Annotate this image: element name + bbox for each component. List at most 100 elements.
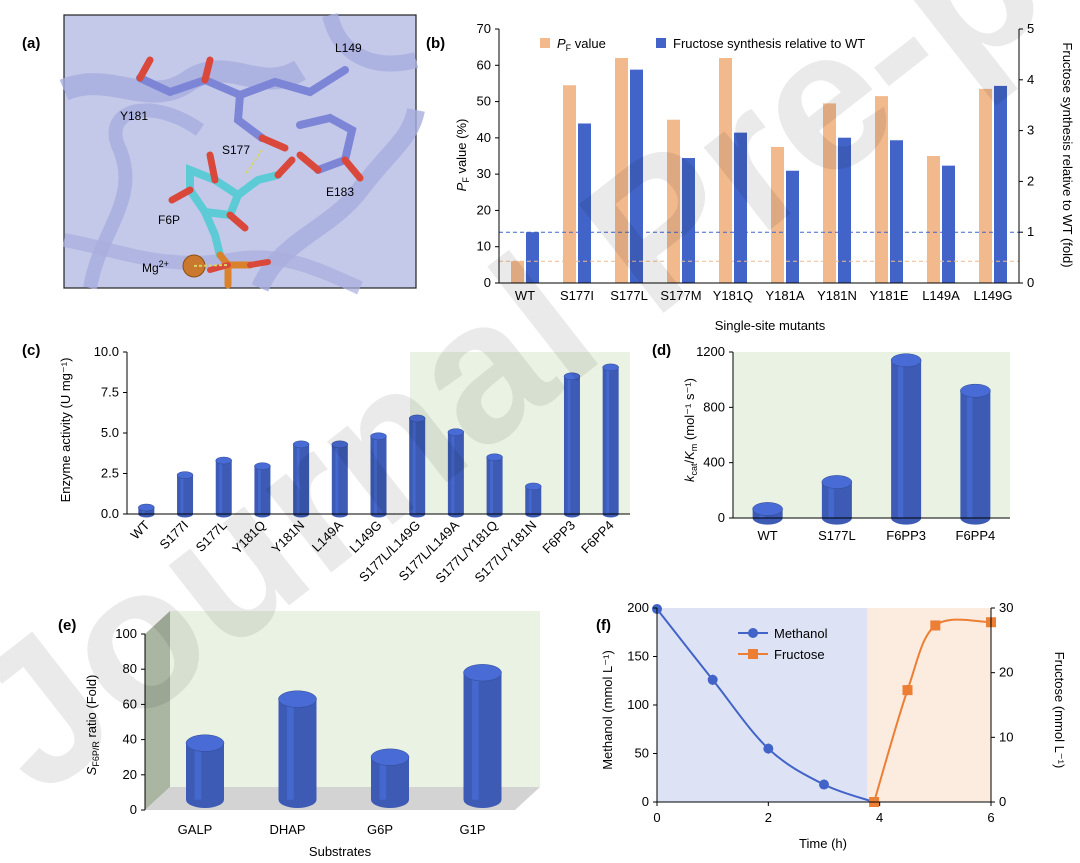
y-tick-label: 0 <box>484 275 491 290</box>
panel-e: (e) GALP DHAP G6P G1P 0 20 40 60 80 100 SF6P/R ra… <box>58 611 540 859</box>
panel-e-ylabel: SF6P/R ratio (Fold) <box>84 675 101 776</box>
bar-S177L/Y181N-top <box>525 482 542 491</box>
bar-DHAP-top <box>278 690 317 708</box>
legend-swatch-pf <box>540 38 550 48</box>
y-tick-label: 100 <box>627 697 649 712</box>
bar-pf-Y181E <box>875 96 888 283</box>
bar-pf-Y181N <box>823 103 836 283</box>
bar-WT <box>752 502 783 525</box>
bar-G1P <box>463 664 502 809</box>
y2-tick-label: 0 <box>999 794 1006 809</box>
bar-pf-Y181A <box>771 146 784 283</box>
y-tick-label: 800 <box>703 399 725 414</box>
y-tick-label: 0 <box>130 802 137 817</box>
x-tick-label: Y181A <box>765 288 804 303</box>
bar-fructose-S177M <box>682 158 695 283</box>
bar-GALP-top <box>185 734 225 752</box>
y-tick-label: 10 <box>477 239 491 254</box>
bar-G1P-highlight <box>472 672 479 800</box>
bar-S177L/L149A-highlight <box>451 432 455 514</box>
shaded-region-0 <box>657 608 868 802</box>
x-tick-label: Y181N <box>817 288 857 303</box>
ligand-label-f6p: F6P <box>158 213 180 227</box>
y2-tick-label: 10 <box>999 729 1013 744</box>
panel-b-xlabel: Single-site mutants <box>715 318 826 333</box>
bar-L149G-top <box>370 432 387 441</box>
x-tick-label: S177L <box>818 528 856 543</box>
x-tick-label: G6P <box>367 822 393 837</box>
x-tick-label: WT <box>515 288 535 303</box>
bar-F6PP4 <box>960 383 991 525</box>
x-tick-label: L149G <box>973 288 1012 303</box>
bar-F6PP3 <box>563 372 581 518</box>
bar-Y181Q-highlight <box>258 466 261 514</box>
bar-S177L/Y181N-highlight <box>528 486 532 514</box>
y2-tick-label: 30 <box>999 600 1013 615</box>
bar-fructose-L149G <box>994 85 1007 283</box>
x-tick-label: 0 <box>653 810 660 825</box>
bar-pf-WT <box>511 261 524 283</box>
y-tick-label: 60 <box>477 57 491 72</box>
panel-b-legend: PF value Fructose synthesis relative to … <box>540 36 865 53</box>
bar-F6PP4-highlight <box>967 390 973 518</box>
y-tick-label: 150 <box>627 649 649 664</box>
y2-tick-label: 1 <box>1027 224 1034 239</box>
bar-F6PP3-top <box>890 353 922 368</box>
bar-F6PP3-body <box>891 360 922 525</box>
bar-L149A <box>331 440 349 518</box>
y2-tick-label: 4 <box>1027 72 1034 87</box>
y-tick-label: 80 <box>123 661 137 676</box>
bar-WT-top <box>752 502 783 516</box>
floor <box>145 787 540 810</box>
bar-S177L <box>215 456 232 518</box>
shaded-region-1 <box>867 608 991 802</box>
point-Methanol <box>819 779 829 790</box>
x-tick-label: Y181E <box>869 288 908 303</box>
legend-label-fructose-f: Fructose <box>774 647 825 662</box>
bar-Y181N-highlight <box>296 444 300 514</box>
y2-tick-label: 2 <box>1027 173 1034 188</box>
bar-fructose-Y181N <box>838 137 851 283</box>
bar-G6P <box>370 748 410 809</box>
bar-fructose-Y181Q <box>734 132 747 283</box>
panel-e-plot: GALP DHAP G6P G1P 0 20 40 60 80 100 <box>115 611 540 837</box>
x-tick-label: S177I <box>560 288 594 303</box>
bar-L149A-top <box>331 440 349 449</box>
x-tick-label: GALP <box>178 822 213 837</box>
bar-GALP-body <box>186 743 224 809</box>
y-tick-label: 20 <box>477 202 491 217</box>
bar-pf-S177L <box>615 58 628 284</box>
x-tick-label: 6 <box>987 810 994 825</box>
bar-S177L/L149A-top <box>447 428 465 436</box>
bar-F6PP4-body <box>960 390 991 525</box>
ribbon-bottom <box>62 233 363 295</box>
bar-F6PP3-top <box>563 372 581 381</box>
legend-marker-fructose <box>748 649 758 659</box>
y-tick-label: 50 <box>635 746 649 761</box>
ribbon-right <box>322 12 419 72</box>
bar-pf-S177M <box>667 119 680 283</box>
bar-G6P-highlight <box>379 757 387 800</box>
y-tick-label: 0 <box>718 510 725 525</box>
panel-f-y2label: Fructose (mmol L⁻¹) <box>1052 652 1067 769</box>
y-tick-label: 60 <box>123 696 137 711</box>
ribbon-loop <box>83 103 205 290</box>
bar-L149G <box>370 432 387 518</box>
y2-tick-label: 0 <box>1027 275 1034 290</box>
panel-a-label: (a) <box>22 35 40 52</box>
panel-b-y2label: Fructose synthesis relative to WT (fold) <box>1060 42 1075 267</box>
bar-GALP <box>185 734 225 809</box>
panel-b-bars <box>511 58 1007 284</box>
x-tick-label: 4 <box>876 810 883 825</box>
bar-S177L/Y181Q-top <box>486 453 503 462</box>
panel-a: (a) L149 Y181 S177 E183 F6P Mg2+ <box>22 12 425 295</box>
panel-d-label: (d) <box>652 342 671 359</box>
bar-Y181Q-top <box>254 462 271 470</box>
x-tick-label: F6PP3 <box>886 528 926 543</box>
bar-fructose-Y181E <box>890 140 903 283</box>
bar-F6PP3-highlight <box>897 360 904 518</box>
bar-S177L/L149G <box>408 414 426 518</box>
y-tick-label: 0.0 <box>101 506 119 521</box>
plot-background <box>410 352 630 514</box>
